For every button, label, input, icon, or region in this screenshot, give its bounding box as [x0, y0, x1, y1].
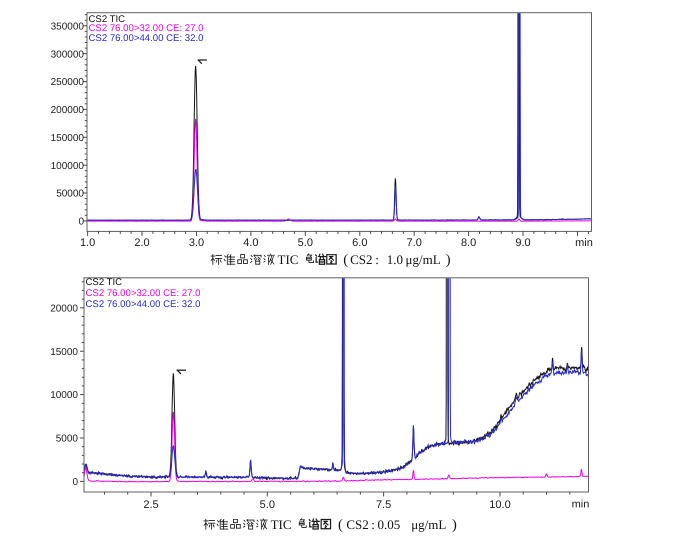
svg-text:15000: 15000: [50, 347, 78, 358]
svg-text:50000: 50000: [56, 189, 84, 200]
svg-text:5.0: 5.0: [298, 237, 313, 249]
svg-text:0.05: 0.05: [378, 517, 401, 532]
svg-text:CS2 TIC: CS2 TIC: [89, 14, 126, 25]
svg-text::: :: [371, 517, 375, 532]
svg-text:10.0: 10.0: [489, 499, 510, 511]
svg-text:0: 0: [72, 477, 78, 488]
svg-text:6.0: 6.0: [352, 237, 367, 249]
svg-text:20000: 20000: [50, 303, 78, 314]
svg-text:TIC: TIC: [278, 252, 299, 267]
svg-text:2.5: 2.5: [143, 499, 158, 511]
svg-text:7.0: 7.0: [407, 237, 422, 249]
svg-text:1.0: 1.0: [387, 252, 403, 267]
svg-text:CS2 76.00>32.00 CE: 27.0: CS2 76.00>32.00 CE: 27.0: [86, 288, 201, 299]
svg-text:CS2 TIC: CS2 TIC: [86, 277, 123, 288]
svg-text:7.5: 7.5: [376, 499, 391, 511]
svg-text:(: (: [338, 517, 343, 533]
svg-text:CS2 76.00>32.00 CE: 27.0: CS2 76.00>32.00 CE: 27.0: [89, 23, 204, 34]
svg-text:300000: 300000: [51, 49, 85, 60]
svg-text::: :: [375, 252, 379, 267]
svg-text:200000: 200000: [51, 105, 85, 116]
svg-text:10000: 10000: [50, 390, 78, 401]
svg-text:CS2 76.00>44.00 CE: 32.0: CS2 76.00>44.00 CE: 32.0: [86, 299, 201, 310]
svg-text:4.0: 4.0: [243, 237, 258, 249]
svg-text:1.0: 1.0: [80, 237, 95, 249]
svg-text:CS2 76.00>44.00 CE: 32.0: CS2 76.00>44.00 CE: 32.0: [89, 33, 204, 44]
svg-text:350000: 350000: [51, 21, 85, 32]
svg-text:5000: 5000: [56, 434, 79, 445]
svg-text:2.0: 2.0: [134, 237, 149, 249]
svg-text:250000: 250000: [51, 77, 85, 88]
svg-text:5.0: 5.0: [260, 499, 275, 511]
svg-text:TIC: TIC: [271, 517, 292, 532]
svg-text:min: min: [572, 499, 590, 511]
svg-text:min: min: [575, 237, 593, 249]
svg-text:100000: 100000: [51, 161, 85, 172]
svg-text:μg/mL: μg/mL: [406, 252, 441, 267]
svg-text:0: 0: [78, 217, 84, 228]
svg-text:μg/mL: μg/mL: [411, 517, 446, 532]
svg-text:(: (: [343, 252, 348, 268]
svg-text:): ): [446, 252, 451, 268]
svg-text:CS2: CS2: [350, 252, 372, 267]
svg-text:3.0: 3.0: [189, 237, 204, 249]
svg-text:CS2: CS2: [346, 517, 368, 532]
svg-text:150000: 150000: [51, 133, 85, 144]
svg-text:9.0: 9.0: [515, 237, 530, 249]
svg-text:): ): [452, 517, 457, 533]
svg-text:8.0: 8.0: [461, 237, 476, 249]
